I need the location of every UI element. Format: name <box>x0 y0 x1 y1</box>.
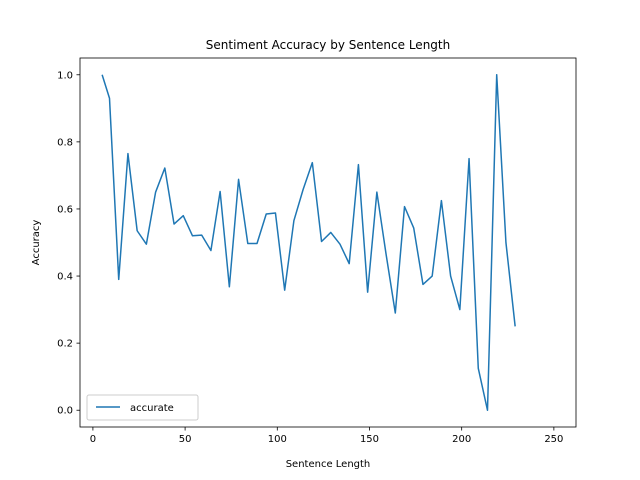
x-tick-label: 150 <box>360 434 379 445</box>
series-layer <box>101 74 516 411</box>
legend-box <box>86 394 199 421</box>
chart-title: Sentiment Accuracy by Sentence Length <box>206 38 450 52</box>
y-tick-label: 0.4 <box>57 272 73 283</box>
series-line-accurate <box>101 74 516 411</box>
plot-frame <box>79 57 577 428</box>
legend-label: accurate <box>130 403 174 414</box>
x-tick-label: 0 <box>90 434 96 445</box>
x-tick-label: 100 <box>268 434 287 445</box>
y-tick-label: 1.0 <box>57 70 73 81</box>
y-tick-label: 0.0 <box>57 406 73 417</box>
y-tick-label: 0.8 <box>57 137 73 148</box>
x-tick-label: 50 <box>179 434 192 445</box>
x-tick-label: 200 <box>452 434 471 445</box>
y-tick-label: 0.2 <box>57 339 73 350</box>
x-tick-label: 250 <box>544 434 563 445</box>
y-tick-label: 0.6 <box>57 204 73 215</box>
x-axis-label: Sentence Length <box>286 459 371 470</box>
legend: accurate <box>86 394 199 421</box>
y-axis-label: Accuracy <box>31 220 42 266</box>
axes: 0 50 100 150 200 250 0.0 0.2 0.4 0.6 0.8 1.0 <box>57 57 577 445</box>
